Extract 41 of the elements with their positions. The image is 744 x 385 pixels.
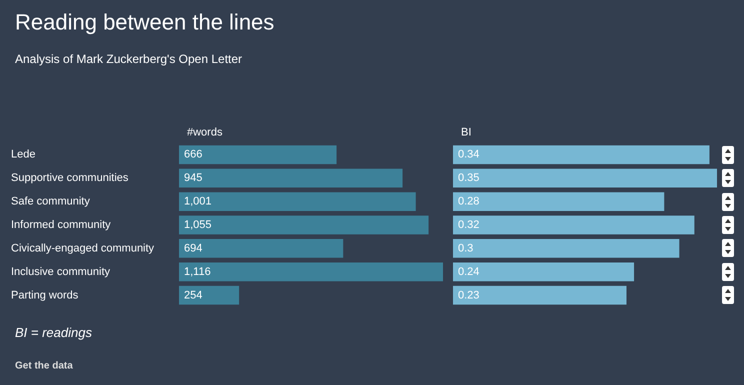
bar xyxy=(453,239,680,258)
text: BI = readings xyxy=(15,325,92,340)
data-label: 1,116 xyxy=(184,266,211,278)
x-axis-title: #words xyxy=(187,126,223,138)
data-label: 0.23 xyxy=(458,289,480,302)
bar xyxy=(179,262,443,282)
chart-subtitle: Analysis of Mark Zuckerberg's Open Letter xyxy=(15,52,242,66)
data-label: 1,055 xyxy=(184,219,212,231)
data-label: 666 xyxy=(184,148,202,161)
y-tick-label: Civically-engaged community xyxy=(11,242,155,254)
y-tick-label: Supportive communities xyxy=(11,172,129,184)
data-label: 0.35 xyxy=(458,172,480,184)
data-label: 694 xyxy=(184,242,202,254)
data-label: 0.32 xyxy=(458,219,480,231)
x-axis-title: BI xyxy=(461,126,472,138)
bar xyxy=(453,262,634,282)
text: Get the data xyxy=(15,360,74,372)
bar xyxy=(179,239,344,258)
y-tick-label: Lede xyxy=(11,148,36,161)
data-label: 0.28 xyxy=(458,196,480,208)
data-label: 945 xyxy=(184,172,202,184)
y-tick-label: Inclusive community xyxy=(11,266,111,278)
data-label: 254 xyxy=(184,289,202,302)
chart-title: Reading between the lines xyxy=(15,10,274,34)
bar xyxy=(179,168,403,188)
y-tick-label: Safe community xyxy=(11,196,90,208)
data-label: 1,001 xyxy=(184,196,212,208)
data-label: 0.3 xyxy=(458,242,474,254)
data-label: 0.24 xyxy=(458,266,480,278)
y-tick-label: Informed community xyxy=(11,219,112,231)
bar xyxy=(179,286,240,305)
data-label: 0.34 xyxy=(458,148,480,161)
bar xyxy=(179,145,337,164)
bar xyxy=(453,286,626,305)
bar xyxy=(453,192,664,211)
bar xyxy=(453,145,710,164)
bar xyxy=(453,168,717,188)
bar xyxy=(179,216,429,234)
bar xyxy=(179,192,416,211)
bar xyxy=(453,216,694,234)
y-tick-label: Parting words xyxy=(11,289,79,302)
